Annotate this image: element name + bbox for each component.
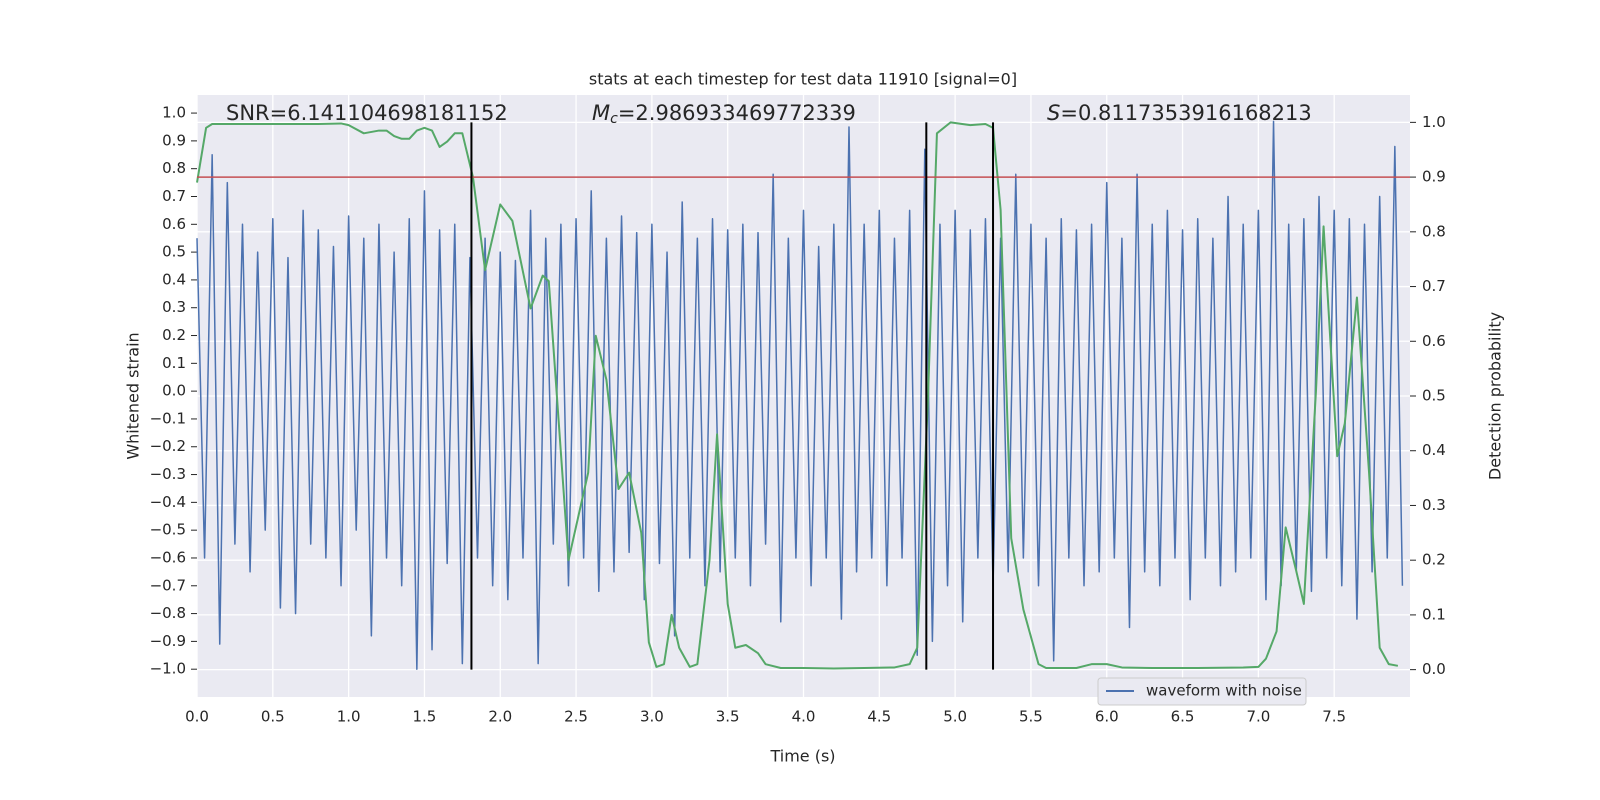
y2-tick-label: 0.3 [1422,496,1446,514]
y-tick-label: −0.4 [150,493,186,511]
y-tick-label: 0.4 [162,270,186,288]
y-tick-label: −0.1 [150,409,186,427]
annotation-text: SNR=6.141104698181152 [226,101,508,125]
y-tick-label: −0.8 [150,604,186,622]
legend-box [1097,677,1307,706]
y2-tick-label: 0.5 [1422,387,1446,405]
y-tick-label: 1.0 [162,104,186,122]
y-tick-label: 0.5 [162,243,186,261]
x-tick-label: 5.5 [1019,708,1043,726]
x-tick-label: 4.0 [792,708,816,726]
y-tick-label: −0.5 [150,521,186,539]
y2-axis-label: Detection probability [1486,312,1505,480]
y-tick-label: −0.2 [150,437,186,455]
y2-tick-label: 1.0 [1422,113,1446,131]
x-tick-label: 7.5 [1322,708,1346,726]
y2-tick-label: 0.7 [1422,277,1446,295]
y-tick-label: 0.9 [162,131,186,149]
annotation-symbol: M [592,101,610,125]
x-tick-label: 3.0 [640,708,664,726]
y-tick-label: −0.7 [150,576,186,594]
y2-tick-label: 0.2 [1422,551,1446,569]
y-axis-label: Whitened strain [124,332,143,459]
legend-label: waveform with noise [1146,682,1302,700]
y2-tick-label: 0.6 [1422,332,1446,350]
y-tick-label: 0.8 [162,159,186,177]
annotation: Mc=2.986933469772339 [592,101,856,127]
y2-tick-label: 0.9 [1422,168,1446,186]
x-tick-label: 0.5 [261,708,285,726]
y-tick-label: −0.9 [150,632,186,650]
x-tick-label: 1.0 [337,708,361,726]
series-line [196,120,1404,670]
y2-tick-label: 0.8 [1422,222,1446,240]
y-tick-label: −0.3 [150,465,186,483]
annotation-subscript: c [610,111,618,127]
x-tick-label: 2.0 [488,708,512,726]
x-tick-label: 4.5 [867,708,891,726]
x-tick-label: 0.0 [185,708,209,726]
y-tick-label: −1.0 [150,660,186,678]
y-tick-label: 0.6 [162,215,186,233]
series-line [196,121,1399,670]
y-tick-label: 0.0 [162,382,186,400]
x-axis-label: Time (s) [769,747,835,766]
x-tick-label: 7.0 [1246,708,1270,726]
y2-tick-label: 0.4 [1422,441,1446,459]
annotation-text: =0.8117353916168213 [1060,101,1311,125]
x-tick-label: 6.0 [1095,708,1119,726]
y-tick-label: 0.1 [162,354,186,372]
x-tick-label: 6.5 [1171,708,1195,726]
y-tick-label: 0.3 [162,298,186,316]
x-tick-label: 2.5 [564,708,588,726]
annotation-text: =2.986933469772339 [618,101,856,125]
chart-title: stats at each timestep for test data 119… [589,70,1017,89]
x-tick-label: 3.5 [716,708,740,726]
y2-tick-label: 0.0 [1422,660,1446,678]
annotation-symbol: S [1047,101,1060,125]
y-tick-label: 0.7 [162,187,186,205]
x-tick-label: 1.5 [413,708,437,726]
annotation: SNR=6.141104698181152 [226,101,508,125]
y-tick-label: 0.2 [162,326,186,344]
y2-tick-label: 0.1 [1422,605,1446,623]
y-tick-label: −0.6 [150,548,186,566]
x-tick-label: 5.0 [943,708,967,726]
annotation: S=0.8117353916168213 [1047,101,1312,125]
